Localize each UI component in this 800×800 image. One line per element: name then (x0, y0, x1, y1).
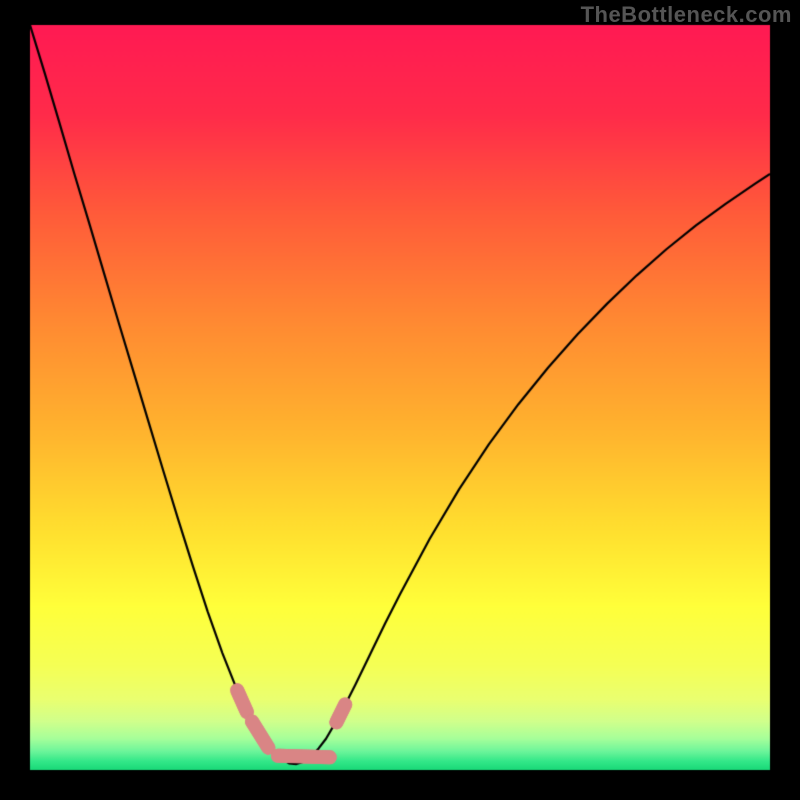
chart-container: TheBottleneck.com (0, 0, 800, 800)
bottleneck-chart-canvas (0, 0, 800, 800)
watermark-text: TheBottleneck.com (581, 2, 792, 28)
